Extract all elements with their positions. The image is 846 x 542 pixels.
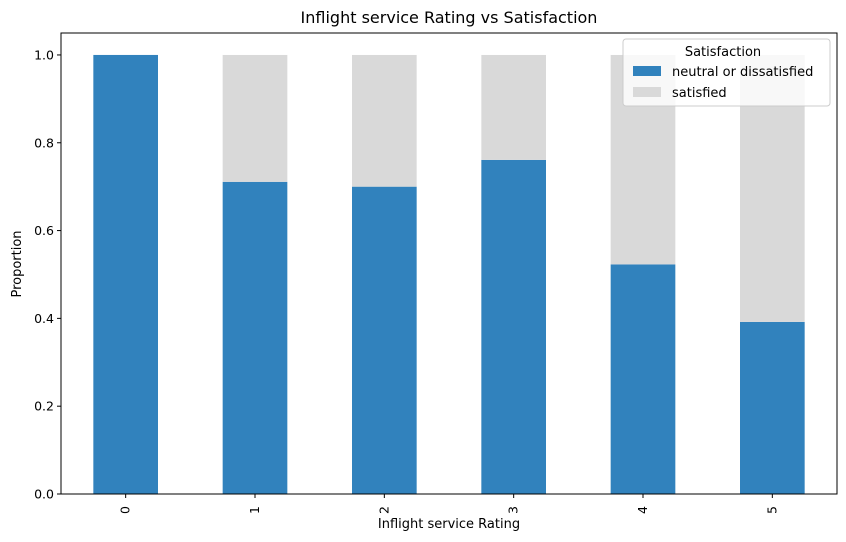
y-tick-label: 0.8 <box>34 135 54 150</box>
x-axis-label: Inflight service Rating <box>378 517 520 532</box>
y-tick-label: 1.0 <box>34 47 54 62</box>
x-tick-label: 2 <box>376 506 391 514</box>
bar-neutral-5 <box>740 321 805 494</box>
bar-neutral-0 <box>93 54 158 494</box>
legend-swatch-neutral <box>633 66 661 76</box>
bar-satisfied-3 <box>481 54 546 160</box>
plot-frame <box>60 32 838 495</box>
bar-neutral-2 <box>352 186 417 494</box>
x-tick-label: 0 <box>118 506 133 514</box>
y-axis-label: Proportion <box>10 230 25 297</box>
bar-satisfied-2 <box>352 54 417 187</box>
bar-neutral-4 <box>610 264 676 494</box>
legend-label-satisfied: satisfied <box>672 86 727 101</box>
chart-title: Inflight service Rating vs Satisfaction <box>301 8 598 27</box>
y-tick-label: 0.4 <box>34 311 54 326</box>
y-tick-label: 0.6 <box>34 223 54 238</box>
bar-neutral-1 <box>222 181 288 494</box>
bar-neutral-3 <box>481 159 546 494</box>
y-tick-label: 0.0 <box>34 487 54 502</box>
legend-swatch-satisfied <box>633 87 661 97</box>
x-tick-label: 3 <box>506 506 521 514</box>
y-tick-label: 0.2 <box>34 399 54 414</box>
plot-area: 0 1 2 3 4 5 0.0 0.2 0.4 0.6 0.8 1.0 <box>34 47 805 514</box>
legend-title: Satisfaction <box>685 45 761 60</box>
legend-box <box>622 38 831 107</box>
x-tick-label: 4 <box>635 506 650 514</box>
x-tick-label: 1 <box>247 506 262 514</box>
bar-satisfied-1 <box>222 54 288 182</box>
x-tick-label: 5 <box>764 506 779 514</box>
legend: Satisfaction neutral or dissatisfied sat… <box>622 38 831 107</box>
legend-label-neutral: neutral or dissatisfied <box>672 65 813 80</box>
